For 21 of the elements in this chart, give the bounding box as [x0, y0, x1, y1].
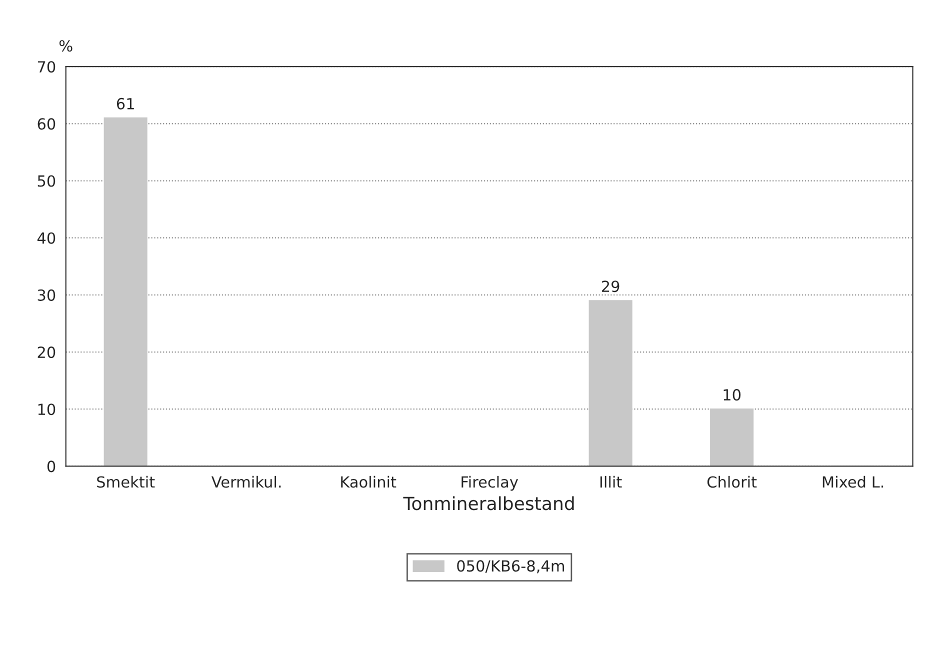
y-tick-label: 0: [47, 460, 56, 472]
y-tick-label: 60: [38, 118, 56, 130]
y-tick-label: 10: [38, 404, 56, 416]
legend-label: 050/KB6-8,4m: [457, 560, 564, 574]
y-tick-label: 40: [37, 232, 56, 244]
y-tick-label: 30: [38, 289, 56, 301]
y-axis-title: %: [59, 40, 72, 52]
data-label: 61: [116, 98, 134, 110]
data-label: 10: [724, 389, 741, 401]
x-tick-label: Smektit: [97, 476, 155, 488]
x-tick-label: Kaolinit: [341, 476, 396, 488]
x-tick-label: Illit: [600, 476, 622, 488]
x-tick-label: Mixed L.: [822, 476, 884, 488]
y-tick-label: 20: [38, 346, 56, 358]
x-tick-label: Chlorit: [707, 476, 757, 488]
y-tick-label: 50: [38, 175, 56, 187]
y-tick-label: 70: [38, 61, 56, 73]
data-label: 29: [602, 280, 620, 292]
x-tick-label: Fireclay: [462, 476, 518, 491]
x-axis-title: Tonmineralbestand: [403, 496, 574, 510]
x-tick-label: Vermikul.: [211, 476, 281, 488]
